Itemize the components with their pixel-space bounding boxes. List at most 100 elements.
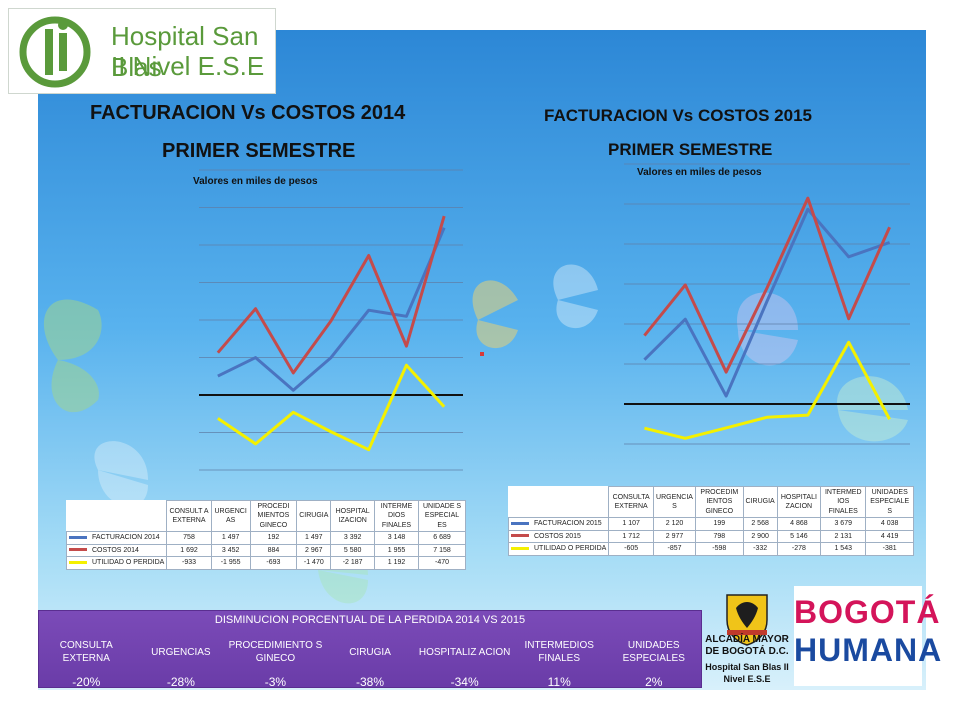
table-header: CONSULTA EXTERNA — [608, 485, 654, 519]
table-cell: 2 900 — [742, 529, 778, 544]
legend-key-2 — [69, 560, 87, 564]
table-header: PROCEDIM IENTOS GINECO — [695, 485, 744, 519]
table-corner — [509, 487, 609, 518]
table-header: HOSPITAL IZACION — [330, 499, 375, 533]
summary-value: -3% — [264, 675, 287, 689]
legend-key-2 — [511, 546, 529, 550]
table-cell: -332 — [742, 542, 778, 556]
table-cell: 5 146 — [776, 529, 822, 544]
series-line-1 — [216, 215, 446, 375]
table-cell: -1 470 — [296, 556, 332, 570]
series-label: COSTOS 2014 — [65, 543, 168, 558]
summary-value: -20% — [72, 675, 101, 689]
series-label: COSTOS 2015 — [507, 529, 610, 544]
legend-label: FACTURACION 2015 — [534, 520, 602, 528]
data-table-2014: CONSULT A EXTERNA URGENCI AS PROCEDI MIENT… — [65, 499, 466, 570]
table-cell: 2 131 — [820, 529, 867, 544]
table-cell: 758 — [166, 531, 212, 545]
summary-header: PROCEDIMIENTO S GINECO — [228, 640, 323, 664]
table-header: CONSULT A EXTERNA — [166, 499, 212, 533]
table-cell: 3 148 — [373, 531, 420, 545]
legend-key-0 — [511, 521, 529, 525]
table-header: HOSPITALI ZACION — [776, 485, 822, 519]
table-header: INTERME DIOS FINALES — [373, 499, 420, 533]
table-header: CIRUGIA — [296, 499, 332, 533]
table-cell: 7 158 — [418, 543, 466, 558]
legend-key-1 — [511, 534, 529, 538]
chart-2015 — [624, 163, 910, 445]
right-units-label: Valores en miles de pesos — [637, 167, 762, 178]
crest-line-1: ALCADÍA MAYOR — [705, 634, 789, 645]
summary-value: -28% — [166, 675, 195, 689]
table-row: FACTURACION 2014 758 1 497 192 1 497 3 392 3 1… — [65, 531, 466, 545]
crest-line-2: DE BOGOTÁ D.C. — [705, 646, 789, 657]
table-cell: 4 419 — [865, 529, 914, 544]
table-cell: 3 679 — [820, 517, 867, 531]
table-cell: -933 — [166, 556, 212, 570]
legend-label: COSTOS 2015 — [534, 532, 581, 540]
table-header: INTERMED IOS FINALES — [820, 485, 867, 519]
bogota-crest: ALCADÍA MAYOR DE BOGOTÁ D.C. Hospital Sa… — [704, 582, 790, 702]
series-label: UTILIDAD O PERDIDA — [65, 556, 168, 570]
legend-key-1 — [69, 548, 87, 552]
legend-key-0 — [69, 535, 87, 539]
table-cell: -381 — [865, 542, 914, 556]
left-title: FACTURACION Vs COSTOS 2014 — [90, 102, 406, 124]
table-cell: 3 392 — [330, 531, 375, 545]
chart-2014 — [199, 169, 463, 471]
table-cell: 6 689 — [418, 531, 466, 545]
summary-value: -38% — [356, 675, 385, 689]
hospital-emblem-icon — [19, 16, 91, 88]
data-table-2015: CONSULTA EXTERNA URGENCIA S PROCEDIM IENTO… — [507, 485, 914, 556]
table-row: COSTOS 2015 1 712 2 977 798 2 900 5 146 2 131 4… — [507, 529, 914, 544]
legend-label: FACTURACION 2014 — [92, 534, 160, 542]
table-row: UTILIDAD O PERDIDA -605 -857 -598 -332 -278 1 … — [507, 542, 914, 556]
table-cell: 2 967 — [296, 543, 332, 558]
legend-label: UTILIDAD O PERDIDA — [534, 545, 607, 553]
table-cell: 1 107 — [608, 517, 654, 531]
table-cell: -2 187 — [330, 556, 375, 570]
hospital-name: Hospital San Blas — [111, 21, 259, 82]
legend-label: UTILIDAD O PERDIDA — [92, 559, 165, 567]
right-subtitle: PRIMER SEMESTRE — [608, 140, 773, 159]
coat-of-arms-icon — [726, 594, 768, 646]
table-header: UNIDADE S ESPECIAL ES — [418, 499, 466, 533]
table-row: UTILIDAD O PERDIDA -933 -1 955 -693 -1 470 -2… — [65, 556, 466, 570]
table-cell: 4 868 — [776, 517, 822, 531]
summary-band: DISMINUCION PORCENTUAL DE LA PERDIDA 201… — [38, 610, 702, 689]
table-header: UNIDADES ESPECIALE S — [865, 485, 914, 519]
table-cell: -605 — [608, 542, 654, 556]
bogota-humana-logo: BOGOTÁ HUMANA — [794, 586, 943, 686]
table-row: COSTOS 2014 1 692 3 452 884 2 967 5 580 1 955 7… — [65, 543, 466, 558]
table-cell: 5 580 — [330, 543, 375, 558]
series-line-0 — [217, 227, 446, 392]
table-cell: -470 — [418, 556, 466, 570]
series-line-0 — [643, 207, 891, 398]
table-cell: 798 — [695, 529, 744, 544]
summary-values: -20% -28% -3% -38% -34% 11% 2% — [39, 675, 701, 689]
table-cell: 1 712 — [608, 529, 654, 544]
table-cell: 884 — [249, 543, 298, 558]
hospital-level: II Nivel E.S.E — [111, 51, 265, 81]
table-cell: 4 038 — [865, 517, 914, 531]
crest-line-3: Hospital San Blas II — [705, 662, 789, 672]
summary-value: -34% — [450, 675, 479, 689]
table-header: URGENCIA S — [652, 485, 697, 519]
table-header: URGENCI AS — [210, 499, 251, 533]
summary-header: UNIDADES ESPECIALES — [622, 640, 685, 664]
crest-line-4: Nivel E.S.E — [723, 674, 771, 684]
table-cell: -598 — [695, 542, 744, 556]
bogota-word: BOGOTÁ — [794, 594, 941, 630]
table-cell: -693 — [249, 556, 298, 570]
series-line-2 — [644, 340, 891, 440]
table-corner — [67, 501, 167, 532]
hospital-logo: Hospital San Blas II Nivel E.S.E — [8, 8, 276, 94]
series-label: UTILIDAD O PERDIDA — [507, 542, 610, 556]
summary-header: INTERMEDIOS FINALES — [524, 640, 594, 664]
table-cell: 192 — [249, 531, 298, 545]
summary-value: 2% — [645, 675, 663, 689]
table-cell: 1 692 — [166, 543, 212, 558]
summary-title: DISMINUCION PORCENTUAL DE LA PERDIDA 201… — [214, 614, 526, 626]
humana-word: HUMANA — [794, 632, 943, 668]
table-cell: 3 452 — [210, 543, 251, 558]
